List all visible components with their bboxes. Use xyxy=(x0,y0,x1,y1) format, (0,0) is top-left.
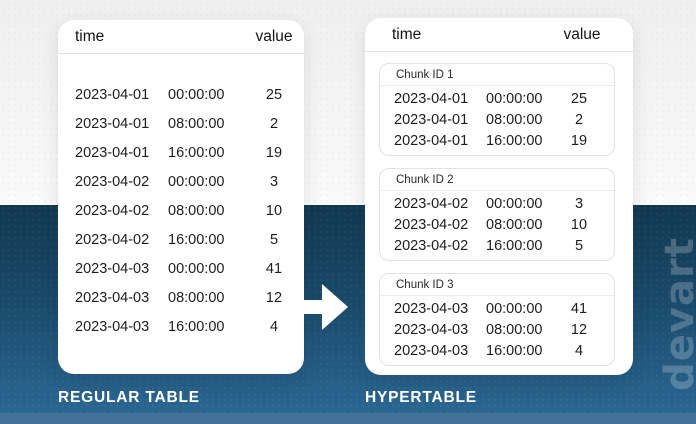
cell-value: 12 xyxy=(570,321,588,338)
header-value: value xyxy=(563,25,601,43)
cell-date: 2023-04-02 xyxy=(394,237,469,254)
cell-date: 2023-04-01 xyxy=(75,144,150,161)
hypertable-card: time value Chunk ID 1 2023-04-01 00:00:0… xyxy=(365,18,633,375)
cell-time: 00:00:00 xyxy=(486,195,543,212)
hypertable-caption: HYPERTABLE xyxy=(365,389,477,406)
cell-time: 08:00:00 xyxy=(168,115,225,132)
table-header: time value xyxy=(365,18,633,52)
cell-time: 00:00:00 xyxy=(168,173,225,190)
table-row: 2023-04-03 00:00:00 41 xyxy=(380,298,614,319)
table-rows: 2023-04-01 00:00:00 25 2023-04-01 08:00:… xyxy=(58,54,304,341)
cell-value: 19 xyxy=(570,132,588,149)
chunk-rows: 2023-04-01 00:00:00 25 2023-04-01 08:00:… xyxy=(380,86,614,155)
regular-table-card: time value 2023-04-01 00:00:00 25 2023-0… xyxy=(58,20,304,374)
cell-time: 08:00:00 xyxy=(168,202,225,219)
table-row: 2023-04-01 16:00:00 19 xyxy=(58,138,304,167)
cell-date: 2023-04-02 xyxy=(75,202,150,219)
header-value: value xyxy=(255,27,293,45)
cell-value: 2 xyxy=(269,115,279,132)
cell-date: 2023-04-01 xyxy=(394,132,469,149)
cell-date: 2023-04-03 xyxy=(75,289,150,306)
cell-value: 5 xyxy=(269,231,279,248)
chunk-id-label: Chunk ID 3 xyxy=(380,274,614,296)
cell-time: 16:00:00 xyxy=(168,318,225,335)
chunk-box: Chunk ID 2 2023-04-02 00:00:00 3 2023-04… xyxy=(379,168,615,261)
cell-date: 2023-04-02 xyxy=(394,195,469,212)
cell-value: 41 xyxy=(570,300,588,317)
cell-value: 4 xyxy=(269,318,279,335)
cell-time: 16:00:00 xyxy=(486,342,543,359)
cell-value: 2 xyxy=(574,111,584,128)
cell-time: 16:00:00 xyxy=(168,231,225,248)
table-row: 2023-04-03 16:00:00 4 xyxy=(380,340,614,361)
cell-value: 41 xyxy=(265,260,283,277)
table-row: 2023-04-01 00:00:00 25 xyxy=(380,88,614,109)
cell-date: 2023-04-02 xyxy=(75,173,150,190)
cell-time: 16:00:00 xyxy=(168,144,225,161)
cell-value: 5 xyxy=(574,237,584,254)
table-row: 2023-04-02 08:00:00 10 xyxy=(58,196,304,225)
cell-value: 19 xyxy=(265,144,283,161)
header-time: time xyxy=(392,25,422,43)
table-row: 2023-04-02 00:00:00 3 xyxy=(380,193,614,214)
table-row: 2023-04-02 16:00:00 5 xyxy=(58,225,304,254)
cell-value: 10 xyxy=(570,216,588,233)
cell-date: 2023-04-03 xyxy=(394,300,469,317)
chunk-rows: 2023-04-03 00:00:00 41 2023-04-03 08:00:… xyxy=(380,296,614,365)
table-row: 2023-04-03 00:00:00 41 xyxy=(58,254,304,283)
right-arrow-icon xyxy=(298,284,348,330)
cell-value: 10 xyxy=(265,202,283,219)
cell-time: 00:00:00 xyxy=(486,90,543,107)
cell-value: 3 xyxy=(574,195,584,212)
cell-date: 2023-04-03 xyxy=(394,321,469,338)
table-header: time value xyxy=(58,20,304,54)
cell-time: 08:00:00 xyxy=(486,216,543,233)
chunk-list: Chunk ID 1 2023-04-01 00:00:00 25 2023-0… xyxy=(365,52,633,366)
footer-strip xyxy=(0,413,696,424)
cell-time: 16:00:00 xyxy=(486,132,543,149)
cell-date: 2023-04-02 xyxy=(75,231,150,248)
cell-time: 00:00:00 xyxy=(168,260,225,277)
table-row: 2023-04-01 16:00:00 19 xyxy=(380,130,614,151)
cell-value: 25 xyxy=(265,86,283,103)
cell-date: 2023-04-01 xyxy=(75,86,150,103)
cell-date: 2023-04-03 xyxy=(75,318,150,335)
table-row: 2023-04-01 08:00:00 2 xyxy=(380,109,614,130)
cell-time: 08:00:00 xyxy=(486,111,543,128)
table-row: 2023-04-01 00:00:00 25 xyxy=(58,80,304,109)
cell-value: 3 xyxy=(269,173,279,190)
table-row: 2023-04-03 16:00:00 4 xyxy=(58,312,304,341)
chunk-id-label: Chunk ID 2 xyxy=(380,169,614,191)
table-row: 2023-04-03 08:00:00 12 xyxy=(380,319,614,340)
table-row: 2023-04-02 00:00:00 3 xyxy=(58,167,304,196)
cell-date: 2023-04-01 xyxy=(394,90,469,107)
header-time: time xyxy=(75,27,105,45)
table-row: 2023-04-01 08:00:00 2 xyxy=(58,109,304,138)
cell-date: 2023-04-02 xyxy=(394,216,469,233)
cell-time: 00:00:00 xyxy=(486,300,543,317)
devart-logo: devart xyxy=(657,237,696,391)
regular-table-caption: REGULAR TABLE xyxy=(58,389,200,406)
cell-date: 2023-04-03 xyxy=(394,342,469,359)
chunk-box: Chunk ID 1 2023-04-01 00:00:00 25 2023-0… xyxy=(379,63,615,156)
table-row: 2023-04-02 08:00:00 10 xyxy=(380,214,614,235)
cell-date: 2023-04-01 xyxy=(394,111,469,128)
cell-time: 00:00:00 xyxy=(168,86,225,103)
table-row: 2023-04-03 08:00:00 12 xyxy=(58,283,304,312)
cell-time: 08:00:00 xyxy=(168,289,225,306)
chunk-rows: 2023-04-02 00:00:00 3 2023-04-02 08:00:0… xyxy=(380,191,614,260)
cell-time: 08:00:00 xyxy=(486,321,543,338)
cell-time: 16:00:00 xyxy=(486,237,543,254)
cell-date: 2023-04-03 xyxy=(75,260,150,277)
cell-date: 2023-04-01 xyxy=(75,115,150,132)
chunk-id-label: Chunk ID 1 xyxy=(380,64,614,86)
cell-value: 25 xyxy=(570,90,588,107)
table-row: 2023-04-02 16:00:00 5 xyxy=(380,235,614,256)
cell-value: 4 xyxy=(574,342,584,359)
chunk-box: Chunk ID 3 2023-04-03 00:00:00 41 2023-0… xyxy=(379,273,615,366)
cell-value: 12 xyxy=(265,289,283,306)
